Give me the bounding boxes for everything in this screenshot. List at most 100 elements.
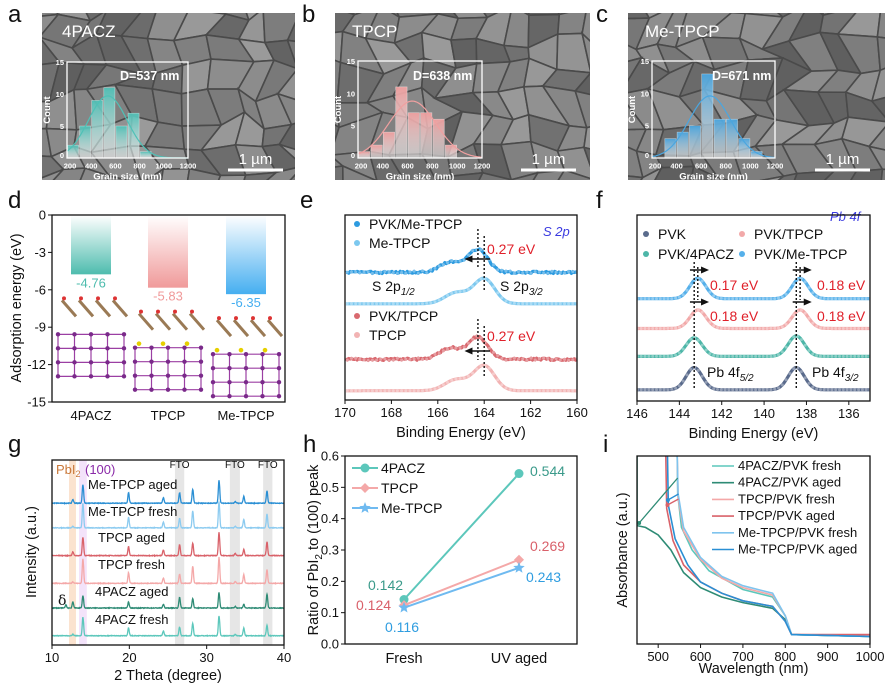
lattice-atom xyxy=(182,345,187,350)
histogram-bar xyxy=(725,118,738,159)
data-point xyxy=(757,354,761,358)
grain xyxy=(266,167,295,180)
data-point xyxy=(708,320,712,324)
data-point xyxy=(433,266,437,270)
arrow-head-icon xyxy=(701,266,710,274)
xrd-chart: Me-TPCP aged Me-TPCP fresh TPCP aged TPCP f… xyxy=(24,459,291,684)
data-point xyxy=(803,311,807,315)
atom xyxy=(234,316,238,321)
data-point xyxy=(525,270,529,274)
data-point xyxy=(860,327,864,330)
data-point xyxy=(757,297,761,301)
lattice-atom xyxy=(55,332,61,337)
data-point xyxy=(479,364,483,368)
data-point xyxy=(784,378,788,382)
data-point xyxy=(689,337,693,341)
data-point xyxy=(412,389,416,393)
data-point xyxy=(700,310,704,314)
data-point xyxy=(345,270,349,274)
molecule xyxy=(111,299,129,318)
y-tick-label: 0.2 xyxy=(321,574,339,589)
data-point xyxy=(674,296,678,300)
x-tick-label: 168 xyxy=(381,405,403,420)
data-point xyxy=(818,354,822,358)
data-point xyxy=(788,318,792,322)
data-point xyxy=(492,372,495,376)
grain xyxy=(278,122,295,151)
data-point xyxy=(822,354,826,358)
x-tick-label: 10 xyxy=(45,650,59,665)
grain xyxy=(582,146,590,168)
data-point xyxy=(811,385,815,389)
data-point xyxy=(723,388,727,392)
histogram-bar xyxy=(395,86,408,159)
data-point xyxy=(685,288,689,292)
atom xyxy=(79,296,83,301)
data-point xyxy=(437,385,441,389)
data-point xyxy=(492,285,495,289)
histogram-bar xyxy=(420,112,433,159)
label-main: PbI xyxy=(56,462,76,477)
data-point xyxy=(853,388,857,392)
data-point xyxy=(803,280,807,284)
data-point xyxy=(362,302,366,306)
highlight-band xyxy=(229,460,240,645)
lattice-atom xyxy=(132,345,138,350)
data-point xyxy=(677,351,681,355)
x-tick-label: 800 xyxy=(133,162,146,171)
atom xyxy=(173,309,177,314)
label-sub: 5/2 xyxy=(740,373,754,384)
histogram-bar xyxy=(382,131,395,159)
data-point xyxy=(716,296,719,300)
data-point xyxy=(395,302,399,306)
data-point xyxy=(345,302,349,306)
xrd-trace xyxy=(52,556,284,586)
legend-label: PVK/TPCP xyxy=(369,308,438,324)
data-point xyxy=(666,388,670,392)
arrow-head-icon xyxy=(665,503,670,507)
y-tick-label: 0.3 xyxy=(321,543,339,558)
data-point xyxy=(647,297,651,301)
shift-label: 0.18 eV xyxy=(817,308,866,324)
category-label: TPCP xyxy=(151,408,186,423)
data-point xyxy=(685,342,689,346)
data-point xyxy=(370,302,374,306)
data-point xyxy=(387,389,391,393)
data-point xyxy=(780,295,784,299)
data-point xyxy=(704,380,708,384)
data-point xyxy=(788,288,792,291)
data-point xyxy=(777,353,780,357)
grain xyxy=(777,172,799,180)
x-tick-label: 700 xyxy=(732,649,754,664)
lattice-atom xyxy=(105,360,110,365)
histogram-bar xyxy=(115,125,128,159)
data-point xyxy=(421,302,424,306)
data-point xyxy=(712,294,716,298)
lattice-atom xyxy=(198,387,204,392)
x-tick-label: 160 xyxy=(566,405,588,420)
data-point xyxy=(400,302,404,306)
data-point xyxy=(639,297,643,301)
data-point xyxy=(354,270,358,274)
data-point xyxy=(674,326,678,330)
atom xyxy=(251,316,255,321)
data-point xyxy=(834,297,838,301)
grain xyxy=(870,67,885,103)
arrow-head-icon xyxy=(637,521,642,525)
data-point xyxy=(716,354,719,358)
data-label: 0.544 xyxy=(530,463,565,479)
x-tick-label: 900 xyxy=(817,649,839,664)
x-tick-label: 800 xyxy=(774,649,796,664)
series-line xyxy=(403,558,520,607)
data-point xyxy=(466,253,470,257)
trace-label: 4PACZ fresh xyxy=(95,612,168,627)
data-point xyxy=(681,323,685,327)
data-point xyxy=(811,352,815,356)
data-point xyxy=(677,295,681,299)
arrow-line xyxy=(667,493,679,501)
adsorption-energy-chart: -4.76 4PACZ -5.83 TPCP -6.35 Me-TPCP 0 -3 -6 -9 -1… xyxy=(9,208,286,423)
lattice-atom xyxy=(182,359,187,364)
grain xyxy=(844,91,885,123)
data-point xyxy=(777,296,780,300)
molecule xyxy=(154,312,172,331)
